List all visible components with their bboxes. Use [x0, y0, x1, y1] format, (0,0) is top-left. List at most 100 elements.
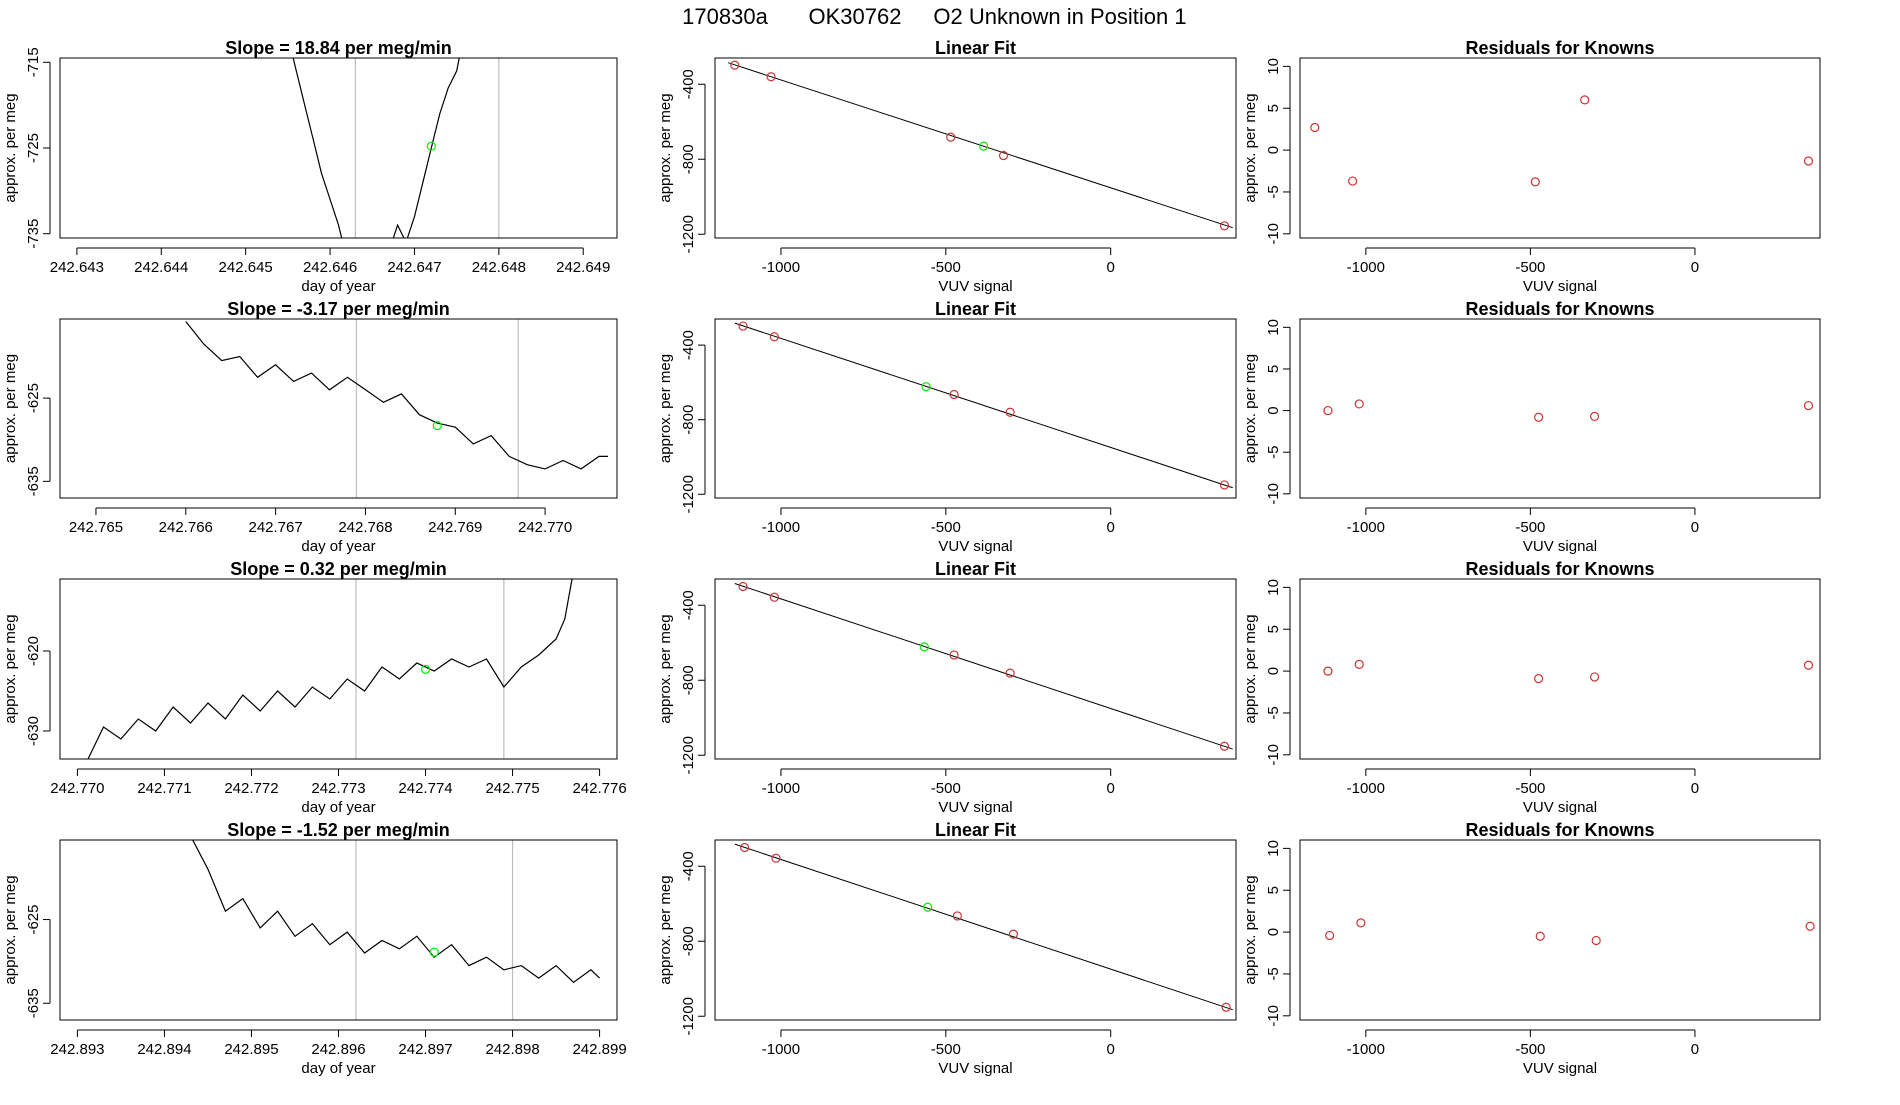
linear-fit-row3-known-point-0 [738, 581, 748, 592]
time-series-row4-x-tick-label-2: 242.895 [224, 1041, 278, 1058]
residuals-row1-frame [1299, 57, 1821, 239]
time-series-row1-x-tick-label-2: 242.645 [219, 259, 273, 276]
residuals-row2-known-point-1 [1354, 399, 1364, 409]
time-series-row2-y-axis-label: approx. per meg [2, 354, 19, 463]
linear-fit-row1-y-tick-label-2: -1200 [680, 215, 697, 253]
time-series-row1-x-tick-label-3: 242.646 [303, 259, 357, 276]
residuals-row4-frame [1299, 839, 1821, 1021]
residuals-row2-title: Residuals for Knowns [1465, 299, 1654, 319]
residuals-row1-x-tick-label-1: -500 [1515, 259, 1545, 276]
time-series-row2-x-tick-label-5: 242.770 [518, 519, 572, 536]
residuals-row3-x-tick-label-0: -1000 [1347, 780, 1385, 797]
residuals-row3-y-tick-label-3: -5 [1265, 706, 1282, 719]
time-series-row2-x-tick-label-1: 242.766 [159, 519, 213, 536]
residuals-row1-y-tick-label-2: 0 [1265, 146, 1282, 154]
residuals-row4-x-axis-label: VUV signal [1523, 1060, 1597, 1077]
linear-fit-row1-known-point-1 [766, 72, 776, 82]
residuals-row1-y-axis-label: approx. per meg [1242, 93, 1259, 202]
residuals-row3-known-point-2 [1534, 674, 1544, 684]
time-series-row4-y-axis-label: approx. per meg [2, 875, 19, 984]
residuals-row1-title: Residuals for Knowns [1465, 38, 1654, 58]
linear-fit-row4-frame [714, 839, 1237, 1021]
linear-fit-row1-unknown-point [979, 141, 989, 151]
time-series-row4-unknown-point [429, 947, 439, 957]
time-series-row4-x-tick-label-5: 242.898 [485, 1041, 539, 1058]
time-series-row4-title: Slope = -1.52 per meg/min [227, 820, 450, 840]
linear-fit-row1-title: Linear Fit [935, 38, 1016, 58]
time-series-row3-plot-area [87, 579, 573, 759]
residuals-row3-known-point-3 [1589, 672, 1600, 682]
linear-fit-row2-known-point-2 [949, 389, 959, 400]
linear-fit-row1-y-tick-label-1: -800 [680, 144, 697, 174]
time-series-row2-x-axis-label: day of year [301, 538, 375, 555]
linear-fit-row2-y-tick-label-2: -1200 [680, 475, 697, 513]
time-series-row1-y-axis-label: approx. per meg [2, 93, 19, 202]
time-series-row1-x-tick-label-4: 242.647 [387, 259, 441, 276]
linear-fit-row2-known-point-0 [738, 321, 748, 331]
residuals-row3-panel: Residuals for Knowns -1000 -500 0 VUV signal… [1242, 559, 1821, 816]
linear-fit-row4-x-axis-label: VUV signal [938, 1060, 1012, 1077]
linear-fit-row1-x-tick-label-0: -1000 [762, 259, 800, 276]
figure-header: 170830a OK30762 O2 Unknown in Position 1 [682, 4, 1186, 29]
linear-fit-row1-plot-area [728, 60, 1233, 231]
linear-fit-row1-panel: Linear Fit -1000 -500 0 VUV signal -400 -800 -1… [657, 38, 1237, 295]
residuals-row1-known-point-3 [1580, 95, 1590, 105]
time-series-row2-x-tick-label-2: 242.767 [248, 519, 302, 536]
linear-fit-row3-known-point-1 [769, 592, 779, 602]
time-series-row2-y-tick-label-1: -635 [25, 466, 42, 496]
linear-fit-row4-y-tick-label-2: -1200 [680, 997, 697, 1035]
linear-fit-row4-known-point-2 [952, 911, 962, 921]
linear-fit-row3-y-axis-label: approx. per meg [657, 614, 674, 723]
linear-fit-row4-y-tick-label-1: -800 [680, 926, 697, 956]
linear-fit-row2-known-point-3 [1005, 407, 1015, 417]
linear-fit-row3-y-tick-label-2: -1200 [680, 736, 697, 774]
linear-fit-row2-x-tick-label-2: 0 [1107, 519, 1115, 536]
time-series-row1-x-tick-label-0: 242.643 [50, 259, 104, 276]
residuals-row4-known-point-4 [1805, 921, 1815, 931]
time-series-row4-plot-area [192, 840, 601, 984]
linear-fit-row2-y-tick-label-1: -800 [680, 405, 697, 435]
residuals-row2-y-tick-label-1: 5 [1265, 365, 1282, 373]
time-series-row3-x-tick-label-4: 242.774 [398, 780, 452, 797]
header-description: O2 Unknown in Position 1 [933, 4, 1186, 29]
time-series-row3-unknown-point [420, 664, 431, 675]
residuals-row3-known-point-0 [1323, 666, 1333, 676]
residuals-row1-panel: Residuals for Knowns -1000 -500 0 VUV signal… [1242, 38, 1821, 295]
linear-fit-row1-frame [714, 57, 1237, 239]
linear-fit-row3-fit-line [734, 583, 1233, 750]
time-series-row1-title: Slope = 18.84 per meg/min [225, 38, 452, 58]
linear-fit-row3-frame [714, 578, 1237, 760]
linear-fit-row4-plot-area [734, 842, 1233, 1012]
residuals-row4-known-point-1 [1356, 918, 1366, 928]
time-series-row2-frame [59, 318, 618, 499]
linear-fit-row4-unknown-point [923, 902, 933, 912]
residuals-row2-known-point-4 [1803, 400, 1814, 411]
residuals-row4-y-tick-label-1: 5 [1265, 886, 1282, 894]
time-series-row3-x-tick-label-6: 242.776 [572, 780, 626, 797]
linear-fit-row3-y-tick-label-0: -400 [680, 590, 697, 620]
residuals-row2-y-tick-label-3: -5 [1265, 446, 1282, 459]
time-series-row3-x-tick-label-0: 242.770 [50, 780, 104, 797]
linear-fit-row4-panel: Linear Fit -1000 -500 0 VUV signal -400 -800 -1… [657, 820, 1237, 1077]
time-series-row4-series-trace [192, 840, 601, 984]
residuals-row4-x-tick-label-1: -500 [1515, 1041, 1545, 1058]
linear-fit-row3-x-tick-label-1: -500 [931, 780, 961, 797]
time-series-row1-frame [59, 57, 618, 239]
linear-fit-row2-x-tick-label-0: -1000 [762, 519, 800, 536]
residuals-row1-x-tick-label-2: 0 [1691, 259, 1699, 276]
time-series-row2-series-trace [185, 321, 608, 470]
linear-fit-row4-x-tick-label-1: -500 [931, 1041, 961, 1058]
linear-fit-row1-known-point-3 [998, 150, 1009, 161]
residuals-row2-x-axis-label: VUV signal [1523, 538, 1597, 555]
linear-fit-row3-unknown-point [919, 642, 929, 652]
residuals-row4-title: Residuals for Knowns [1465, 820, 1654, 840]
residuals-row4-y-tick-label-4: -10 [1265, 1005, 1282, 1027]
linear-fit-row1-y-axis-label: approx. per meg [657, 93, 674, 202]
residuals-row2-plot-area [1323, 399, 1814, 422]
residuals-row4-panel: Residuals for Knowns -1000 -500 0 VUV signal… [1242, 820, 1821, 1077]
time-series-row2-x-tick-label-4: 242.769 [428, 519, 482, 536]
time-series-row4-frame [59, 839, 618, 1021]
residuals-row4-x-tick-label-2: 0 [1691, 1041, 1699, 1058]
residuals-row4-plot-area [1325, 918, 1815, 946]
